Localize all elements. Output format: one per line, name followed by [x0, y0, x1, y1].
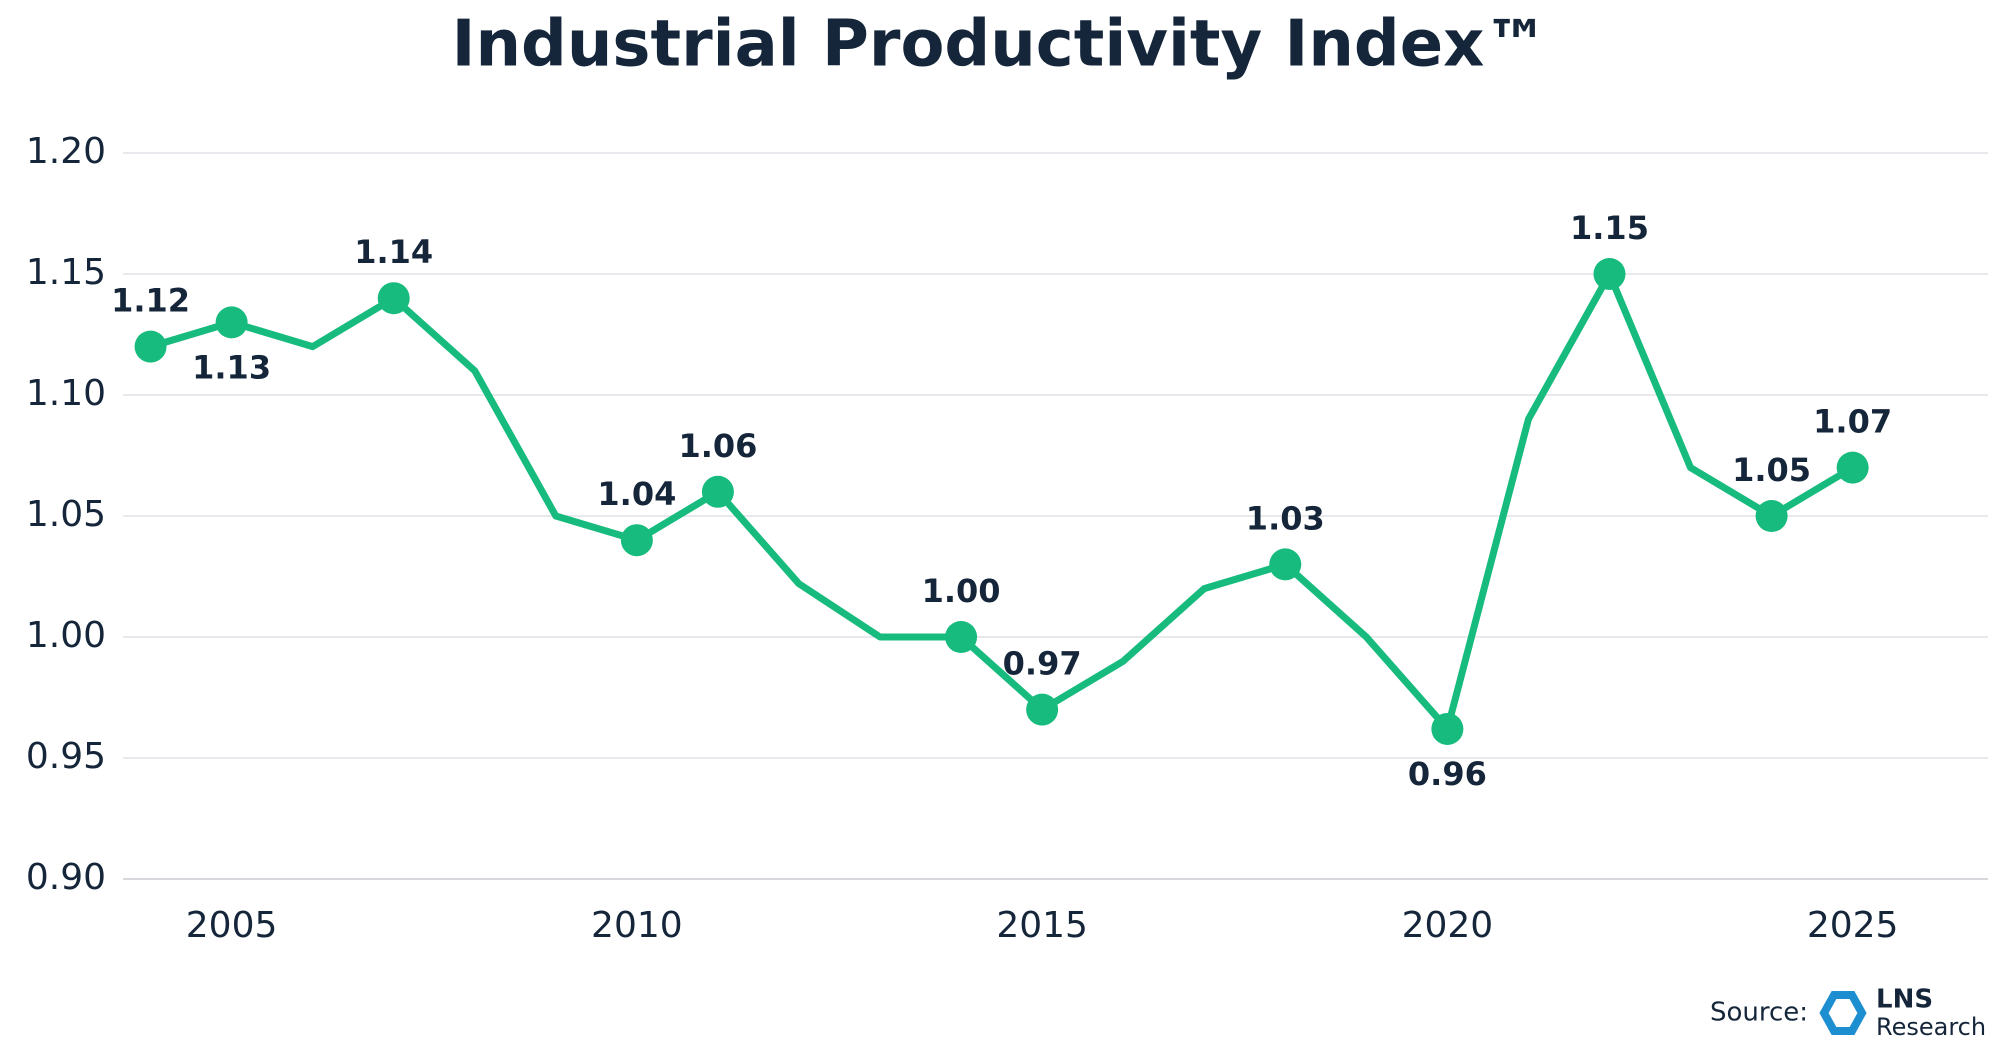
- chart-title: Industrial Productivity Index™: [452, 8, 1549, 82]
- data-point: [1269, 548, 1302, 581]
- data-label: 1.15: [1570, 209, 1649, 247]
- logo-subtitle: Research: [1876, 1013, 1986, 1041]
- data-label: 1.00: [922, 572, 1001, 610]
- y-tick-label: 1.05: [26, 494, 106, 535]
- data-point: [134, 330, 167, 363]
- x-tick-label: 2025: [1807, 905, 1899, 946]
- data-point: [945, 621, 978, 653]
- data-label: 1.14: [354, 233, 433, 271]
- data-label: 1.07: [1813, 403, 1892, 441]
- source-label: Source:: [1710, 998, 1808, 1028]
- y-tick-label: 0.95: [26, 736, 106, 777]
- data-point: [620, 524, 653, 557]
- data-label: 1.03: [1246, 499, 1325, 537]
- data-point: [1755, 500, 1788, 532]
- x-tick-label: 2020: [1402, 905, 1494, 946]
- logo-icon: [1819, 991, 1867, 1035]
- data-point: [377, 282, 410, 315]
- data-label: 1.13: [192, 348, 271, 386]
- data-label: 1.05: [1732, 451, 1811, 489]
- data-line: [149, 270, 1855, 733]
- data-point: [1026, 693, 1059, 726]
- y-tick-label: 1.00: [26, 615, 106, 656]
- y-tick-label: 1.10: [26, 373, 106, 414]
- x-tick-label: 2015: [996, 905, 1088, 946]
- data-label: 1.12: [111, 282, 190, 320]
- logo-title: LNS: [1876, 985, 1933, 1015]
- y-tick-label: 1.15: [26, 252, 106, 293]
- x-tick-label: 2010: [591, 905, 683, 946]
- data-label: 0.97: [1003, 645, 1082, 683]
- x-tick-label: 2005: [186, 905, 278, 946]
- data-point: [1836, 451, 1869, 484]
- y-tick-label: 0.90: [26, 857, 106, 898]
- data-point: [215, 306, 248, 339]
- y-tick-label: 1.20: [26, 131, 106, 172]
- data-point: [1431, 712, 1464, 745]
- data-label: 0.96: [1408, 755, 1487, 793]
- data-label: 1.06: [678, 427, 757, 465]
- data-point: [1593, 258, 1626, 290]
- data-label: 1.04: [597, 475, 676, 513]
- logo-hexagon: [1819, 991, 1867, 1035]
- data-point: [701, 475, 734, 508]
